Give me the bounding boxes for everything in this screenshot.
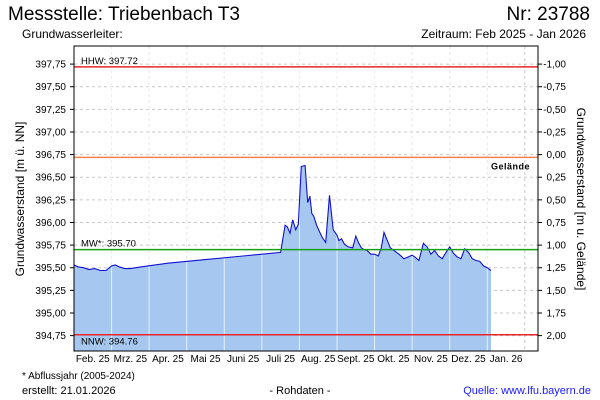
- left-tick-label: 394,75: [35, 331, 66, 342]
- y-axis-label-left: Grundwasserstand [m ü. NN]: [13, 122, 27, 277]
- right-tick-label: 1,75: [547, 308, 567, 319]
- left-tick-label: 395,25: [35, 286, 66, 297]
- left-tick-label: 395,75: [35, 241, 66, 252]
- x-tick-label: Mai 25: [190, 354, 220, 365]
- x-tick-label: Nov. 25: [414, 354, 448, 365]
- right-tick-label: -1,00: [543, 60, 566, 71]
- reference-label: MW*: 395.70: [81, 239, 136, 250]
- station-number: Nr: 23788: [506, 4, 590, 25]
- raw-data-label: - Rohdaten -: [269, 385, 331, 397]
- aquifer-label: Grundwasserleiter:: [22, 27, 123, 41]
- right-tick-label: 0,00: [547, 150, 567, 161]
- right-tick-label: -0,50: [543, 105, 566, 116]
- x-tick-label: Sept. 25: [337, 354, 375, 365]
- x-tick-label: Okt. 25: [377, 354, 410, 365]
- right-tick-label: -0,25: [543, 127, 566, 138]
- left-tick-label: 397,75: [35, 60, 66, 71]
- x-tick-label: Aug. 25: [301, 354, 336, 365]
- left-tick-label: 397,25: [35, 105, 66, 116]
- chart-title: Messstelle: Triebenbach T3: [8, 4, 240, 25]
- right-tick-label: 1,50: [547, 286, 567, 297]
- right-tick-label: -0,75: [543, 82, 566, 93]
- x-tick-label: Jan. 26: [490, 354, 523, 365]
- y-axis-label-right: Grundwasserstand [m u. Gelände]: [574, 108, 588, 291]
- right-tick-label: 0,50: [547, 195, 567, 206]
- plot-border: [73, 45, 539, 352]
- right-tick-label: 1,00: [547, 241, 567, 252]
- created-date: erstellt: 21.01.2026: [22, 385, 116, 397]
- left-tick-label: 395,50: [35, 263, 66, 274]
- x-tick-label: Juni 25: [227, 354, 260, 365]
- right-tick-label: 1,25: [547, 263, 567, 274]
- left-tick-label: 395,00: [35, 308, 66, 319]
- right-tick-label: 2,00: [547, 331, 567, 342]
- source-link[interactable]: Quelle: www.lfu.bayern.de: [463, 385, 591, 397]
- series-area: [74, 165, 491, 351]
- reference-label: NNW: 394.76: [81, 337, 138, 348]
- left-tick-label: 396,25: [35, 195, 66, 206]
- footnote: * Abflussjahr (2005-2024): [22, 371, 135, 382]
- x-tick-label: Apr. 25: [152, 354, 184, 365]
- reference-label: Gelände: [491, 161, 530, 171]
- left-tick-label: 396,75: [35, 150, 66, 161]
- reference-label: HHW: 397.72: [81, 56, 138, 67]
- left-tick-label: 396,50: [35, 173, 66, 184]
- left-tick-label: 397,00: [35, 127, 66, 138]
- period-label: Zeitraum: Feb 2025 - Jan 2026: [421, 27, 586, 41]
- left-tick-label: 397,50: [35, 82, 66, 93]
- x-tick-label: Juli 25: [266, 354, 295, 365]
- area-layer: [73, 46, 492, 351]
- reference-lines: HHW: 397.72 Gelände MW*: 395.70 NNW: 394.76: [74, 56, 538, 348]
- series-line: [73, 164, 492, 272]
- right-tick-label: 0,25: [547, 173, 567, 184]
- axes: 394,75 395,00 395,25 395,50 395,75 396,00 396,…: [35, 45, 567, 365]
- x-tick-label: Mrz. 25: [114, 354, 148, 365]
- right-tick-label: 0,75: [547, 218, 567, 229]
- x-tick-label: Feb. 25: [76, 354, 110, 365]
- left-tick-label: 396,00: [35, 218, 66, 229]
- x-tick-label: Dez. 25: [451, 354, 486, 365]
